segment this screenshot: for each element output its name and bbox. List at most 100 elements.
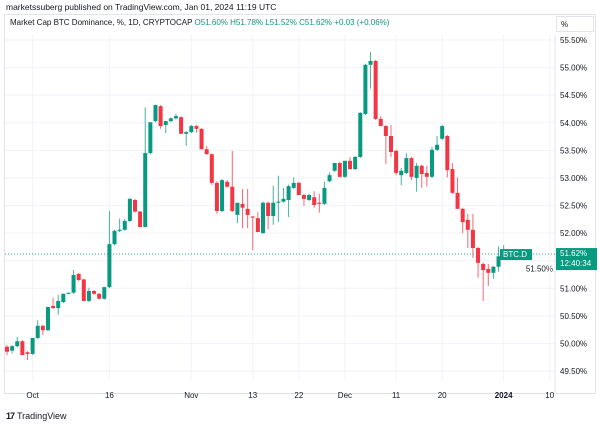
candle [153, 104, 158, 123]
candle-body [255, 218, 260, 232]
candle [424, 165, 429, 187]
last-price-label: 51.62% [560, 249, 587, 258]
y-tick-label: 52.50% [560, 202, 587, 211]
y-tick-label: 53.50% [560, 146, 587, 155]
candle [476, 246, 481, 278]
candle-body [383, 126, 388, 136]
candle [383, 124, 388, 165]
y-tick-label: 54.00% [560, 119, 587, 128]
candle [86, 287, 91, 303]
candle-body [271, 202, 276, 216]
candle-body [230, 186, 235, 212]
candle [102, 286, 107, 300]
candle-body [5, 346, 9, 352]
candle-body [404, 158, 409, 173]
candle-body [138, 211, 143, 228]
candle [481, 262, 486, 301]
candle [455, 177, 460, 209]
y-tick-label: 55.50% [560, 36, 587, 45]
candle-body [76, 273, 81, 280]
candle-body [419, 165, 424, 175]
candle [5, 345, 9, 356]
y-tick-label: 54.50% [560, 91, 587, 100]
candle [117, 218, 122, 232]
candle-body [71, 275, 76, 293]
candle [496, 246, 501, 272]
candle [261, 201, 265, 234]
candle-body [45, 307, 50, 331]
candle-body [173, 116, 178, 119]
candle-body [81, 279, 86, 301]
candle [138, 211, 143, 228]
candle-body [30, 337, 35, 354]
candle [143, 107, 148, 228]
candle [266, 201, 271, 230]
symbol-tag-bg [500, 249, 532, 261]
candle [66, 292, 71, 295]
candle [429, 147, 434, 178]
candle [35, 320, 40, 340]
candle-body [92, 291, 97, 294]
legend-change: +0.03 (+0.06%) [334, 18, 390, 27]
candle-body [266, 202, 271, 216]
candle [45, 307, 50, 332]
candle-body [353, 156, 358, 170]
y-tick-label: 51.50% [526, 265, 553, 274]
candle [465, 213, 470, 248]
candle [435, 135, 440, 151]
candle [15, 336, 20, 348]
candle-body [491, 266, 496, 273]
y-tick-label: 50.00% [560, 339, 587, 348]
candle [348, 156, 353, 170]
candle [470, 213, 475, 258]
x-tick-label: Nov [184, 391, 198, 400]
candle-body [363, 64, 368, 114]
candle-body [194, 126, 199, 129]
candle [276, 175, 281, 223]
candle-body [307, 195, 312, 200]
candle [419, 164, 424, 188]
candle-body [214, 182, 219, 212]
x-tick-label: 20 [438, 391, 447, 400]
candle [291, 177, 296, 189]
candle-body [122, 220, 127, 230]
candle [30, 337, 35, 356]
candle [97, 293, 102, 300]
candle-body [158, 106, 163, 127]
candle [173, 113, 178, 120]
x-tick-label: 11 [392, 391, 401, 400]
candle [307, 193, 312, 202]
candle [255, 212, 260, 232]
candle-body [148, 122, 153, 154]
candle-body [429, 149, 434, 177]
chart-frame [4, 14, 596, 394]
candle [107, 211, 112, 289]
x-tick-label: 16 [105, 391, 114, 400]
candle [322, 181, 327, 205]
candle [301, 193, 306, 207]
candle [20, 340, 25, 356]
candle [204, 145, 209, 155]
candle-body [399, 170, 404, 176]
candle [342, 160, 347, 178]
x-tick-label: Oct [26, 391, 39, 400]
candle [209, 153, 214, 186]
tradingview-logo-icon: 17 [6, 411, 15, 421]
price-scale-unit-button[interactable]: % [556, 16, 594, 32]
candle-body [15, 341, 20, 347]
candle-body [112, 230, 117, 245]
candle [240, 188, 245, 229]
candle-body [368, 60, 373, 65]
candle [358, 112, 363, 159]
candle [158, 105, 163, 129]
candle-body [358, 112, 363, 157]
tradingview-brand[interactable]: 17 TradingView [6, 411, 67, 421]
candle-body [66, 292, 71, 294]
candle [25, 351, 30, 360]
candle-body [373, 60, 378, 119]
candle-body [117, 229, 122, 231]
candle-body [445, 135, 450, 171]
candle-body [424, 172, 429, 177]
candle [199, 128, 204, 150]
